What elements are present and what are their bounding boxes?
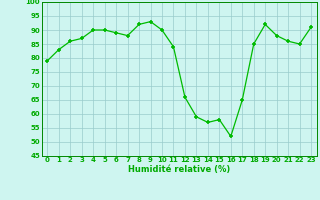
X-axis label: Humidité relative (%): Humidité relative (%) xyxy=(128,165,230,174)
